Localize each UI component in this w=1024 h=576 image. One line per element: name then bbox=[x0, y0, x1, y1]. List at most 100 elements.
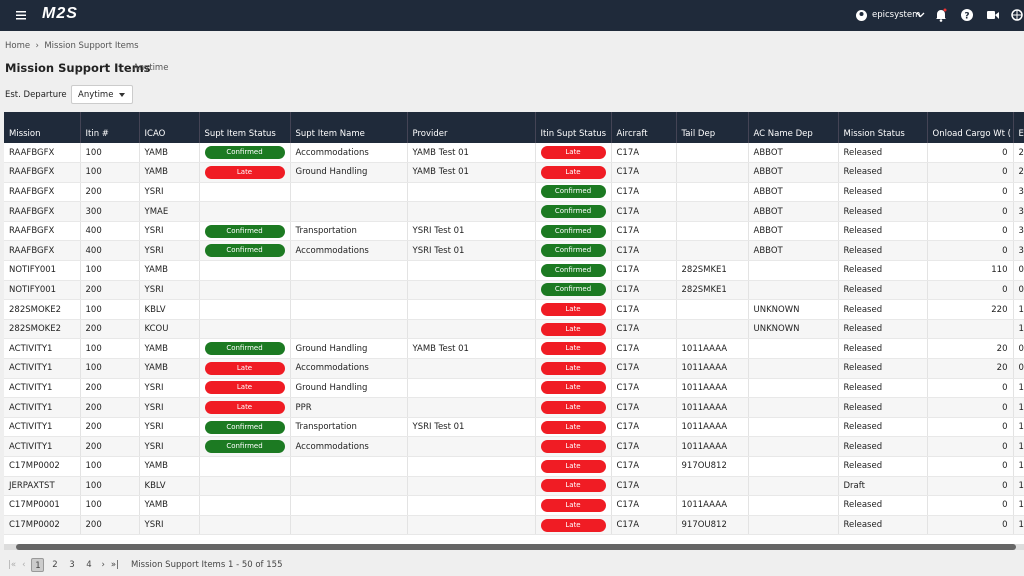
table-cell: Accommodations bbox=[290, 240, 408, 262]
table-cell: YAMB bbox=[139, 260, 200, 281]
table-cell: YSRI bbox=[139, 378, 200, 399]
table-cell: 200 bbox=[80, 436, 140, 457]
filter-value[interactable]: Anytime bbox=[78, 90, 114, 100]
table-cell: C17A bbox=[611, 221, 677, 242]
table-cell: C17A bbox=[611, 319, 677, 340]
status-badge: Late bbox=[540, 361, 606, 375]
table-cell: Released bbox=[838, 319, 928, 340]
empty-cell bbox=[748, 397, 839, 418]
table-row[interactable]: ACTIVITY1 200 YSRI Confirmed Transportation Y… bbox=[4, 417, 1024, 438]
table-row[interactable]: ACTIVITY1 100 YAMB Late Accommodations Late C1… bbox=[4, 358, 1024, 379]
column-header[interactable]: AC Name Dep bbox=[748, 112, 839, 143]
svg-text:?: ? bbox=[964, 12, 969, 22]
empty-cell bbox=[290, 319, 408, 340]
table-cell: Released bbox=[838, 299, 928, 320]
empty-cell bbox=[199, 299, 291, 320]
column-header[interactable]: Mission bbox=[4, 112, 81, 143]
help-icon[interactable]: ? bbox=[961, 9, 973, 21]
video-icon[interactable] bbox=[987, 11, 999, 20]
logo[interactable]: M2S bbox=[42, 5, 78, 22]
filter-select[interactable]: Anytime bbox=[71, 85, 133, 104]
breadcrumb-link[interactable]: Home bbox=[5, 41, 31, 51]
table-row[interactable]: RAAFBGFX 400 YSRI Confirmed Accommodations YS… bbox=[4, 240, 1024, 262]
status-badge: Late bbox=[540, 498, 606, 512]
page-button[interactable]: 4 bbox=[86, 560, 92, 570]
empty-cell bbox=[407, 280, 536, 301]
status-badge: Late bbox=[204, 361, 285, 375]
table-cell: 917OU812 bbox=[676, 456, 749, 477]
table-row[interactable]: RAAFBGFX 100 YAMB Late Ground Handling YAMB T… bbox=[4, 162, 1024, 183]
table-row[interactable]: JERPAXTST 100 KBLV Late C17A Draft 0 1 bbox=[4, 476, 1024, 497]
empty-cell bbox=[407, 260, 536, 281]
table-cell: 1011AAAA bbox=[676, 397, 749, 418]
column-header[interactable]: Itin # bbox=[80, 112, 140, 143]
empty-cell bbox=[748, 260, 839, 281]
table-cell: ACTIVITY1 bbox=[4, 417, 81, 438]
empty-cell bbox=[290, 456, 408, 477]
table-row[interactable]: RAAFBGFX 300 YMAE Confirmed C17A ABBOT Release… bbox=[4, 201, 1024, 222]
empty-cell bbox=[748, 456, 839, 477]
table-row[interactable]: C17MP0002 100 YAMB Late C17A 917OU812 Released… bbox=[4, 456, 1024, 477]
table-cell: ABBOT bbox=[748, 221, 839, 242]
table-cell: 0 bbox=[927, 240, 1014, 262]
bell-icon[interactable] bbox=[935, 8, 947, 22]
table-row[interactable]: RAAFBGFX 100 YAMB Confirmed Accommodations YA… bbox=[4, 143, 1024, 164]
status-cell: Late bbox=[535, 456, 612, 477]
column-header[interactable]: Supt Item Status bbox=[199, 112, 291, 143]
table-row[interactable]: ACTIVITY1 200 YSRI Late PPR Late C17A 1011AAAA R… bbox=[4, 397, 1024, 418]
empty-cell bbox=[676, 182, 749, 203]
table-cell: Released bbox=[838, 260, 928, 281]
user-name[interactable]: epicsystem bbox=[872, 10, 921, 20]
column-header[interactable]: Tail Dep bbox=[676, 112, 749, 143]
table-row[interactable]: NOTIFY001 200 YSRI Confirmed C17A 282SMKE1 Rel… bbox=[4, 280, 1024, 301]
table-cell: Released bbox=[838, 436, 928, 457]
page-button[interactable]: 2 bbox=[52, 560, 58, 570]
prev-page[interactable]: ‹ bbox=[22, 560, 26, 570]
status-cell: Late bbox=[535, 436, 612, 457]
table-row[interactable]: C17MP0001 100 YAMB Late C17A 1011AAAA Released… bbox=[4, 495, 1024, 516]
table-cell: YAMB Test 01 bbox=[407, 338, 536, 360]
column-header[interactable]: ICAO bbox=[139, 112, 200, 143]
column-header[interactable]: Aircraft bbox=[611, 112, 677, 143]
table-cell: ACTIVITY1 bbox=[4, 338, 81, 360]
table-cell: 100 bbox=[80, 476, 140, 497]
table-cell: Transportation bbox=[290, 221, 408, 242]
empty-cell bbox=[290, 476, 408, 497]
column-header[interactable]: Supt Item Name bbox=[290, 112, 408, 143]
empty-cell bbox=[290, 299, 408, 320]
table-cell: 220 bbox=[927, 299, 1014, 320]
horizontal-scrollbar[interactable] bbox=[4, 544, 1024, 550]
status-badge: Late bbox=[540, 401, 606, 415]
table-row[interactable]: NOTIFY001 100 YAMB Confirmed C17A 282SMKE1 Rel… bbox=[4, 260, 1024, 281]
last-page[interactable]: »| bbox=[110, 560, 119, 570]
table-row[interactable]: ACTIVITY1 200 YSRI Confirmed Accommodations L… bbox=[4, 436, 1024, 457]
dropdown-icon[interactable] bbox=[916, 11, 925, 19]
page-button[interactable]: 1 bbox=[31, 558, 45, 572]
column-header[interactable]: Mission Status bbox=[838, 112, 928, 143]
table-cell: YSRI Test 01 bbox=[407, 240, 536, 262]
table-row[interactable]: ACTIVITY1 200 YSRI Late Ground Handling Late C… bbox=[4, 378, 1024, 399]
table-cell: YAMB bbox=[139, 495, 200, 516]
table-row[interactable]: ACTIVITY1 100 YAMB Confirmed Ground Handling… bbox=[4, 338, 1024, 360]
table-cell: 3 bbox=[1013, 201, 1024, 222]
table-row[interactable]: C17MP0002 200 YSRI Late C17A 917OU812 Released… bbox=[4, 515, 1024, 536]
first-page[interactable]: |« bbox=[8, 560, 17, 570]
table-row[interactable]: RAAFBGFX 200 YSRI Confirmed C17A ABBOT Release… bbox=[4, 182, 1024, 203]
next-page[interactable]: › bbox=[101, 560, 105, 570]
table-cell: ABBOT bbox=[748, 143, 839, 164]
status-cell: Confirmed bbox=[535, 260, 612, 281]
column-header[interactable]: Onload Cargo Wt ( bbox=[927, 112, 1014, 143]
column-header[interactable]: Itin Supt Status bbox=[535, 112, 612, 143]
page-button[interactable]: 3 bbox=[69, 560, 75, 570]
column-header[interactable]: Provider bbox=[407, 112, 536, 143]
table-cell: C17A bbox=[611, 358, 677, 379]
table-row[interactable]: 282SMOKE2 100 KBLV Late C17A UNKNOWN Released 2… bbox=[4, 299, 1024, 320]
table-row[interactable]: 282SMOKE2 200 KCOU Late C17A UNKNOWN Released 1 bbox=[4, 319, 1024, 340]
table-cell: 0 bbox=[1013, 358, 1024, 379]
column-header[interactable]: E bbox=[1013, 112, 1024, 143]
menu-icon[interactable] bbox=[16, 11, 26, 20]
globe-icon[interactable] bbox=[1011, 9, 1023, 21]
table-row[interactable]: RAAFBGFX 400 YSRI Confirmed Transportation YS… bbox=[4, 221, 1024, 242]
table-cell: 0 bbox=[927, 417, 1014, 438]
